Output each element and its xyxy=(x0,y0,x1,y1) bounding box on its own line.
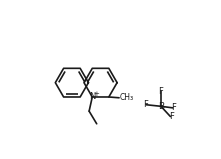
Text: B: B xyxy=(158,102,164,111)
Text: +: + xyxy=(93,91,99,97)
Text: F: F xyxy=(143,100,148,109)
Text: F: F xyxy=(171,103,176,112)
Text: CH₃: CH₃ xyxy=(120,93,134,102)
Text: F: F xyxy=(169,112,174,121)
Text: N: N xyxy=(89,93,95,101)
Text: F: F xyxy=(158,87,163,96)
